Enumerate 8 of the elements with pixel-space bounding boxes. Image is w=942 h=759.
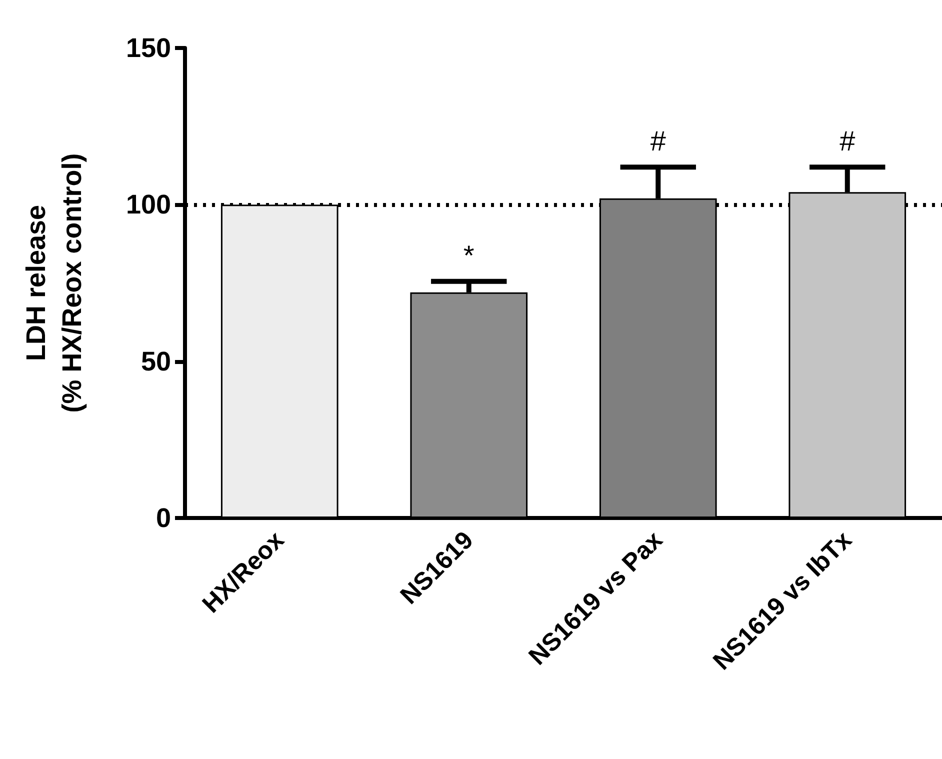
y-tick-label: 50	[140, 346, 171, 376]
y-tick-label: 150	[126, 33, 171, 63]
annotation: #	[650, 126, 666, 157]
y-tick-label: 100	[126, 190, 171, 220]
y-tick-label: 0	[156, 503, 171, 533]
y-axis-title: LDH release (% HX/Reox control)	[21, 153, 87, 413]
annotation: *	[463, 240, 474, 271]
annotation: #	[840, 126, 856, 157]
